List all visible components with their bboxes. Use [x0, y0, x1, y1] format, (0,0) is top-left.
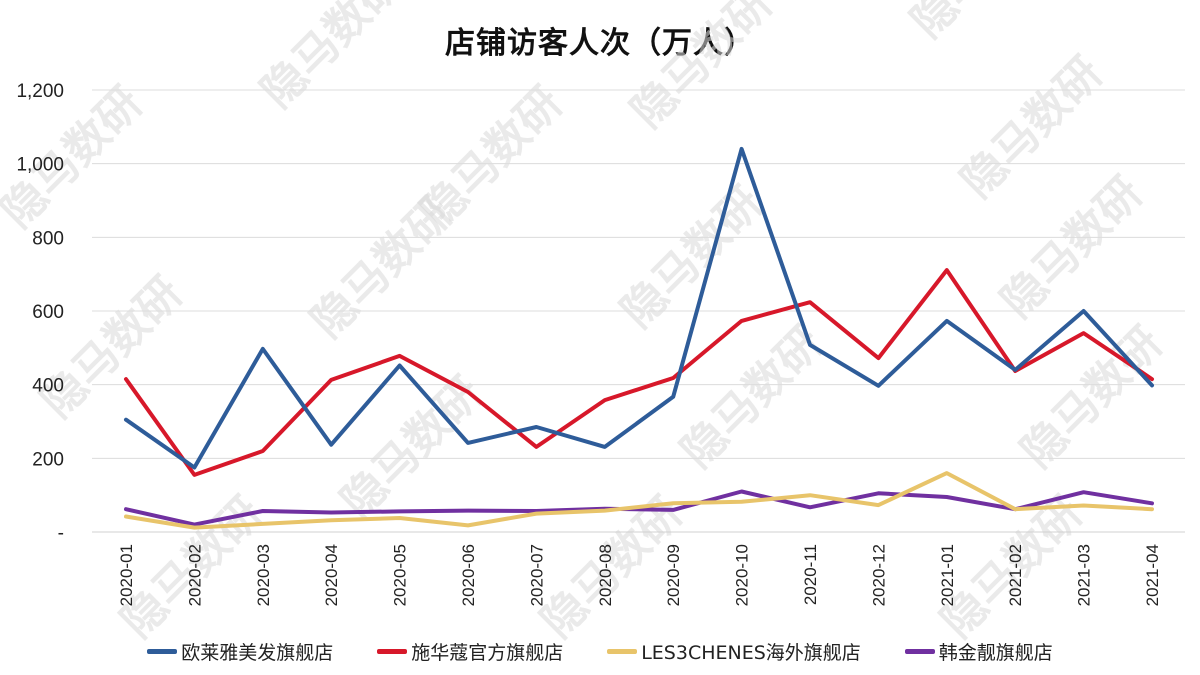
legend-swatch-icon — [904, 649, 935, 654]
series-line — [124, 471, 1154, 530]
watermark-text: 隐马数研 — [902, 0, 1063, 48]
legend-label: 欧莱雅美发旗舰店 — [181, 642, 334, 664]
x-tick-label: 2020-11 — [801, 544, 820, 605]
watermark-text: 隐马数研 — [252, 0, 413, 118]
x-tick-label: 2021-02 — [1006, 544, 1025, 606]
x-axis-ticks: 2020-01 2020-02 2020-03 2020-04 2020-05 2020-… — [117, 544, 1162, 606]
x-tick-label: 2020-02 — [185, 544, 204, 606]
legend-swatch-icon — [607, 649, 638, 654]
x-tick-label: 2020-09 — [664, 544, 683, 606]
watermark-text: 隐马数研 — [622, 0, 783, 138]
y-tick-label: - — [58, 523, 64, 544]
legend-swatch-icon — [377, 649, 408, 654]
y-tick-label: 600 — [32, 302, 64, 323]
y-axis-ticks: - 200 400 600 800 1,000 1,200 — [16, 81, 64, 544]
watermark-text: 隐马数研 — [302, 187, 463, 348]
x-tick-label: 2021-03 — [1075, 544, 1094, 606]
watermark-text: 隐马数研 — [952, 47, 1113, 208]
legend-label: 韩金靓旗舰店 — [938, 642, 1053, 664]
watermark-text: 隐马数研 — [1012, 317, 1173, 478]
x-tick-label: 2020-05 — [391, 544, 410, 606]
legend-item: 韩金靓旗舰店 — [904, 638, 1053, 665]
y-tick-label: 1,200 — [16, 81, 64, 102]
legend-swatch-icon — [147, 649, 178, 654]
y-tick-label: 1,000 — [16, 155, 64, 176]
watermark-text: 隐马数研 — [992, 167, 1153, 328]
x-tick-label: 2020-08 — [596, 544, 615, 606]
x-tick-label: 2020-07 — [527, 544, 546, 606]
x-tick-label: 2020-10 — [733, 544, 752, 606]
x-tick-label: 2021-01 — [938, 544, 957, 606]
series-line — [124, 146, 1154, 470]
series-line — [124, 489, 1154, 527]
y-tick-label: 200 — [32, 449, 64, 470]
x-tick-label: 2020-12 — [869, 544, 888, 606]
y-tick-label: 800 — [32, 228, 64, 249]
legend-item: LES3CHENES海外旗舰店 — [607, 638, 861, 665]
x-tick-label: 2020-03 — [254, 544, 273, 606]
legend-label: 施华蔻官方旗舰店 — [411, 642, 564, 664]
watermark-text: 隐马数研 — [612, 177, 773, 338]
legend-item: 欧莱雅美发旗舰店 — [147, 638, 333, 665]
x-tick-label: 2021-04 — [1143, 544, 1162, 606]
gridlines — [92, 89, 1185, 533]
y-tick-label: 400 — [32, 376, 64, 397]
x-tick-label: 2020-06 — [459, 544, 478, 606]
series-line — [124, 268, 1154, 477]
x-tick-label: 2020-01 — [117, 544, 136, 606]
legend-item: 施华蔻官方旗舰店 — [377, 638, 563, 665]
series-lines — [124, 146, 1154, 530]
chart-title: 店铺访客人次（万人） — [445, 26, 755, 61]
watermark-text: 隐马数研 — [32, 267, 193, 428]
legend-label: LES3CHENES海外旗舰店 — [641, 642, 861, 664]
x-tick-label: 2020-04 — [322, 544, 341, 606]
legend: 欧莱雅美发旗舰店 施华蔻官方旗舰店 LES3CHENES海外旗舰店 韩金靓旗舰店 — [0, 638, 1200, 665]
